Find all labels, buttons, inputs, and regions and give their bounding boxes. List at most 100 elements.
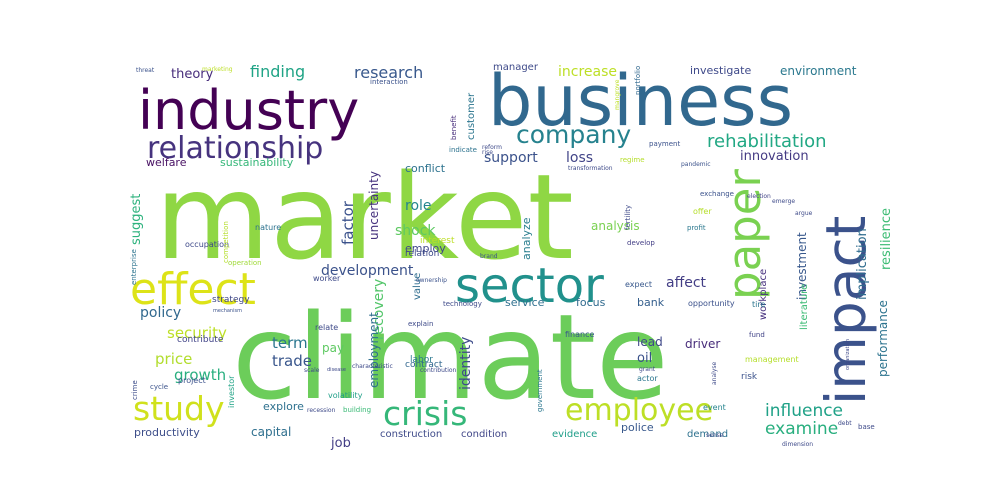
word-contribute: contribute <box>177 335 224 345</box>
word-factor: factor <box>339 200 357 245</box>
word-explain: explain <box>408 320 433 328</box>
word-argue: argue <box>795 210 813 217</box>
word-profit: profit <box>687 224 706 232</box>
word-research: research <box>354 63 423 82</box>
word-project: project <box>178 376 206 385</box>
word-study: study <box>133 389 225 428</box>
word-implication: implication <box>855 228 870 300</box>
word-pandemic: pandemic <box>681 161 711 168</box>
word-finding: finding <box>250 62 305 81</box>
word-environment: environment <box>780 64 857 78</box>
word-mangrove: mangrove <box>614 79 621 110</box>
word-scale: scale <box>304 367 320 374</box>
word-debt: debt <box>838 420 852 427</box>
word-business: business <box>488 60 793 142</box>
word-explore: explore <box>263 400 304 413</box>
word-competition: competition <box>222 221 230 263</box>
word-cycle: cycle <box>150 383 168 391</box>
word-growth: growth <box>174 366 226 384</box>
word-technology: technology <box>443 300 482 308</box>
word-election: election <box>747 193 771 200</box>
word-develop: develop <box>627 239 655 247</box>
word-paper: paper <box>718 169 771 300</box>
word-support: support <box>484 150 538 166</box>
word-analysis: analysis <box>591 219 640 233</box>
word-welfare: welfare <box>146 156 187 169</box>
word-characteristic: characteristic <box>352 363 393 370</box>
word-worker: worker <box>313 274 341 283</box>
word-shock: shock <box>395 223 436 239</box>
word-benefit: benefit <box>450 115 458 140</box>
word-volatility: volatility <box>328 391 363 400</box>
word-affect: affect <box>666 275 707 291</box>
word-operation: operation <box>228 259 262 267</box>
word-reform: reform <box>482 144 502 151</box>
word-tire: tire <box>752 300 765 309</box>
word-climate: climate <box>232 288 669 426</box>
word-contribution: contribution <box>420 367 457 374</box>
word-investment: investment <box>795 232 809 300</box>
word-role: role <box>405 198 432 214</box>
word-manager: manager <box>493 62 539 73</box>
word-condition: condition <box>461 429 507 440</box>
word-mechanism: mechanism <box>213 308 242 314</box>
word-industry: industry <box>138 79 359 142</box>
word-regime: regime <box>620 156 645 164</box>
word-company: company <box>516 120 631 149</box>
word-performance: performance <box>876 300 890 377</box>
word-exchange: exchange <box>700 190 734 198</box>
word-finance: finance <box>565 330 594 339</box>
word-brand: brand <box>480 253 498 260</box>
word-sense: sense <box>706 432 724 439</box>
word-offer: offer <box>693 207 712 216</box>
word-focus: focus <box>576 296 606 309</box>
word-enterprise: enterprise <box>130 249 138 285</box>
word-lead: lead <box>637 335 663 349</box>
word-transformation: transformation <box>568 165 613 172</box>
word-threat: threat <box>136 67 155 74</box>
word-crisis: crisis <box>383 394 467 433</box>
word-employee: employee <box>565 393 713 428</box>
word-fertility: fertility <box>624 205 632 230</box>
word-examine: examine <box>765 419 838 439</box>
word-job: job <box>330 436 351 451</box>
word-event: event <box>703 403 726 412</box>
word-loss: loss <box>566 150 593 166</box>
word-analyse: analyse <box>711 362 718 386</box>
word-investigate: investigate <box>690 64 751 77</box>
word-interaction: interaction <box>370 78 408 86</box>
word-workplace: workplace <box>758 269 769 320</box>
word-recession: recession <box>307 407 336 414</box>
word-increase: increase <box>558 64 617 80</box>
word-capital: capital <box>251 425 291 439</box>
word-portfolio: portfolio <box>634 66 642 95</box>
word-investor: investor <box>227 375 236 408</box>
word-rehabilitation: rehabilitation <box>707 131 827 152</box>
word-demand: demand <box>687 429 728 440</box>
word-opportunity: opportunity <box>688 299 735 308</box>
word-police: police <box>621 421 654 434</box>
word-government: government <box>536 369 544 412</box>
word-uncertainty: uncertainty <box>367 171 381 240</box>
word-building: building <box>343 406 371 414</box>
word-grant: grant <box>639 366 656 373</box>
word-relationship: relationship <box>147 131 323 166</box>
word-productivity: productivity <box>134 426 200 439</box>
word-interest: interest <box>420 236 455 246</box>
word-ownership: ownership <box>416 277 447 284</box>
word-relate: relate <box>315 323 338 332</box>
word-construction: construction <box>380 429 442 440</box>
word-nature: nature <box>255 223 281 232</box>
word-price: price <box>155 350 192 368</box>
word-innovation: innovation <box>740 149 809 164</box>
word-recovery: recovery <box>371 279 387 340</box>
word-value: value <box>412 273 423 300</box>
word-rise: rise <box>482 149 493 156</box>
word-dimension: dimension <box>782 441 813 448</box>
word-driver: driver <box>685 337 720 351</box>
word-expect: expect <box>625 280 652 289</box>
word-occupation: occupation <box>185 240 229 249</box>
word-indicate: indicate <box>449 146 477 154</box>
word-payment: payment <box>649 140 680 148</box>
